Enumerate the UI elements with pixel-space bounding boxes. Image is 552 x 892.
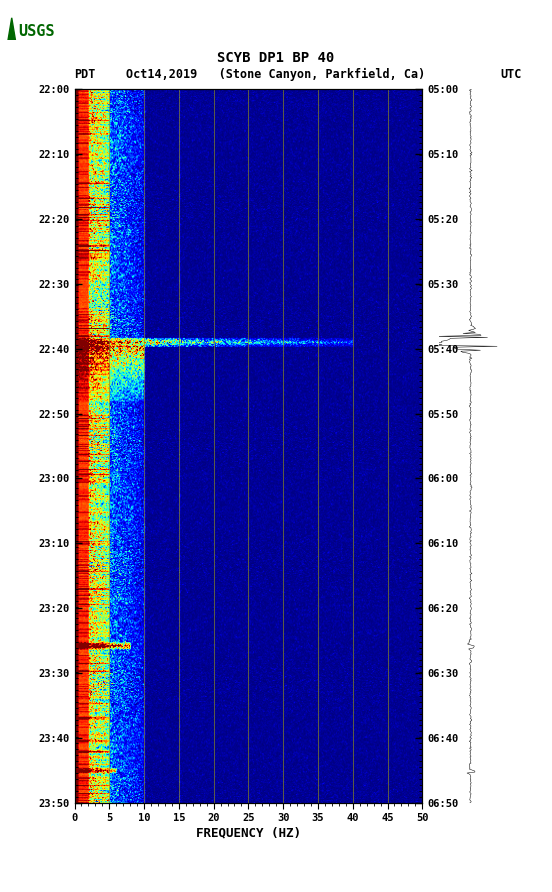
Text: SCYB DP1 BP 40: SCYB DP1 BP 40 (217, 51, 335, 65)
Text: Oct14,2019   (Stone Canyon, Parkfield, Ca): Oct14,2019 (Stone Canyon, Parkfield, Ca) (126, 68, 426, 80)
X-axis label: FREQUENCY (HZ): FREQUENCY (HZ) (196, 826, 301, 839)
Text: USGS: USGS (18, 24, 55, 38)
Text: UTC: UTC (500, 68, 521, 80)
Text: PDT: PDT (75, 68, 96, 80)
Polygon shape (8, 18, 15, 40)
